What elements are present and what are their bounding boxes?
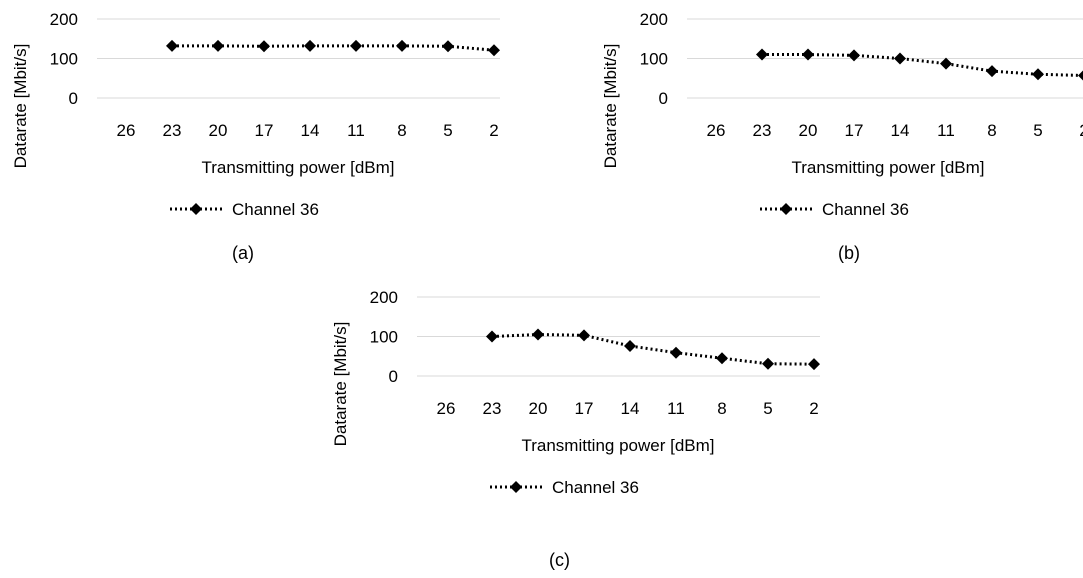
data-point-marker bbox=[486, 330, 498, 343]
x-axis-title: Transmitting power [dBm] bbox=[791, 158, 984, 177]
x-tick-label: 8 bbox=[987, 121, 996, 140]
y-axis-title: Datarate [Mbit/s] bbox=[331, 322, 350, 447]
x-tick-label: 2 bbox=[489, 121, 498, 140]
data-point-marker bbox=[756, 48, 768, 61]
x-tick-label: 26 bbox=[707, 121, 726, 140]
legend-label: Channel 36 bbox=[552, 478, 639, 497]
x-tick-label: 23 bbox=[483, 399, 502, 418]
x-axis-title: Transmitting power [dBm] bbox=[201, 158, 394, 177]
data-point-marker bbox=[304, 39, 316, 52]
x-tick-label: 5 bbox=[1033, 121, 1042, 140]
x-tick-label: 14 bbox=[891, 121, 910, 140]
data-point-marker bbox=[258, 40, 270, 53]
caption-a: (a) bbox=[232, 243, 254, 263]
y-tick-label: 100 bbox=[50, 50, 78, 69]
y-tick-label: 200 bbox=[370, 288, 398, 307]
chart-panel-c: 0 100 200 26 23 20 17 14 11 8 5 2 Transmitting power… bbox=[320, 278, 840, 548]
y-tick-label: 0 bbox=[659, 89, 668, 108]
legend-marker bbox=[510, 481, 522, 493]
y-tick-label: 100 bbox=[370, 328, 398, 347]
data-point-marker bbox=[762, 357, 774, 370]
x-tick-label: 11 bbox=[667, 399, 685, 418]
x-tick-label: 5 bbox=[443, 121, 452, 140]
chart-panel-a: 0 100 200 26 23 20 17 14 11 8 5 2 Transmitting power… bbox=[0, 0, 520, 270]
y-tick-label: 0 bbox=[389, 367, 398, 386]
series-line bbox=[491, 333, 815, 366]
x-tick-label: 2 bbox=[809, 399, 818, 418]
x-tick-label: 11 bbox=[347, 121, 365, 140]
chart-panel-b: 0 100 200 26 23 20 17 14 11 8 5 2 Transmitting power… bbox=[590, 0, 1083, 270]
data-point-marker bbox=[212, 39, 224, 52]
x-tick-label: 8 bbox=[717, 399, 726, 418]
x-tick-label: 14 bbox=[621, 399, 640, 418]
data-point-marker bbox=[1078, 70, 1083, 81]
y-tick-label: 200 bbox=[50, 10, 78, 29]
series-line bbox=[172, 44, 495, 52]
legend-label: Channel 36 bbox=[822, 200, 909, 219]
data-point-marker bbox=[716, 352, 728, 365]
legend-marker bbox=[780, 203, 792, 215]
chart-c-svg: 0 100 200 26 23 20 17 14 11 8 5 2 Transmitting power… bbox=[331, 288, 820, 497]
data-point-marker bbox=[578, 329, 590, 342]
legend-marker bbox=[190, 203, 202, 215]
chart-a-svg: 0 100 200 26 23 20 17 14 11 8 5 2 Transmitting power… bbox=[11, 10, 500, 219]
data-point-marker bbox=[442, 40, 454, 53]
x-tick-label: 5 bbox=[763, 399, 772, 418]
y-tick-label: 100 bbox=[640, 50, 668, 69]
x-tick-label: 26 bbox=[437, 399, 456, 418]
x-tick-label: 17 bbox=[845, 121, 864, 140]
data-point-marker bbox=[670, 346, 682, 359]
data-point-marker bbox=[940, 57, 952, 70]
y-tick-label: 200 bbox=[640, 10, 668, 29]
data-point-marker bbox=[624, 339, 636, 352]
data-point-marker bbox=[532, 328, 544, 341]
x-axis-title: Transmitting power [dBm] bbox=[521, 436, 714, 455]
x-tick-label: 17 bbox=[575, 399, 594, 418]
caption-c: (c) bbox=[549, 550, 570, 570]
data-point-marker bbox=[488, 44, 500, 57]
data-point-marker bbox=[808, 358, 820, 371]
data-point-marker bbox=[166, 39, 178, 52]
data-point-marker bbox=[396, 39, 408, 52]
chart-b-svg: 0 100 200 26 23 20 17 14 11 8 5 2 Transmitting power… bbox=[601, 10, 1083, 219]
data-point-marker bbox=[848, 49, 860, 62]
x-tick-label: 20 bbox=[529, 399, 548, 418]
data-point-marker bbox=[1032, 68, 1044, 81]
x-tick-label: 20 bbox=[799, 121, 818, 140]
data-point-marker bbox=[894, 52, 906, 65]
x-tick-label: 26 bbox=[117, 121, 136, 140]
x-tick-label: 8 bbox=[397, 121, 406, 140]
legend-label: Channel 36 bbox=[232, 200, 319, 219]
data-point-marker bbox=[350, 39, 362, 52]
x-tick-label: 11 bbox=[937, 121, 955, 140]
y-tick-label: 0 bbox=[69, 89, 78, 108]
y-axis-title: Datarate [Mbit/s] bbox=[11, 44, 30, 169]
x-tick-label: 17 bbox=[255, 121, 274, 140]
series-line bbox=[762, 53, 1083, 77]
y-axis-title: Datarate [Mbit/s] bbox=[601, 44, 620, 169]
x-tick-label: 23 bbox=[163, 121, 182, 140]
data-point-marker bbox=[802, 48, 814, 61]
x-tick-label: 2 bbox=[1079, 121, 1083, 140]
x-tick-label: 14 bbox=[301, 121, 320, 140]
x-tick-label: 23 bbox=[753, 121, 772, 140]
data-point-marker bbox=[986, 65, 998, 78]
caption-b: (b) bbox=[838, 243, 860, 263]
x-tick-label: 20 bbox=[209, 121, 228, 140]
